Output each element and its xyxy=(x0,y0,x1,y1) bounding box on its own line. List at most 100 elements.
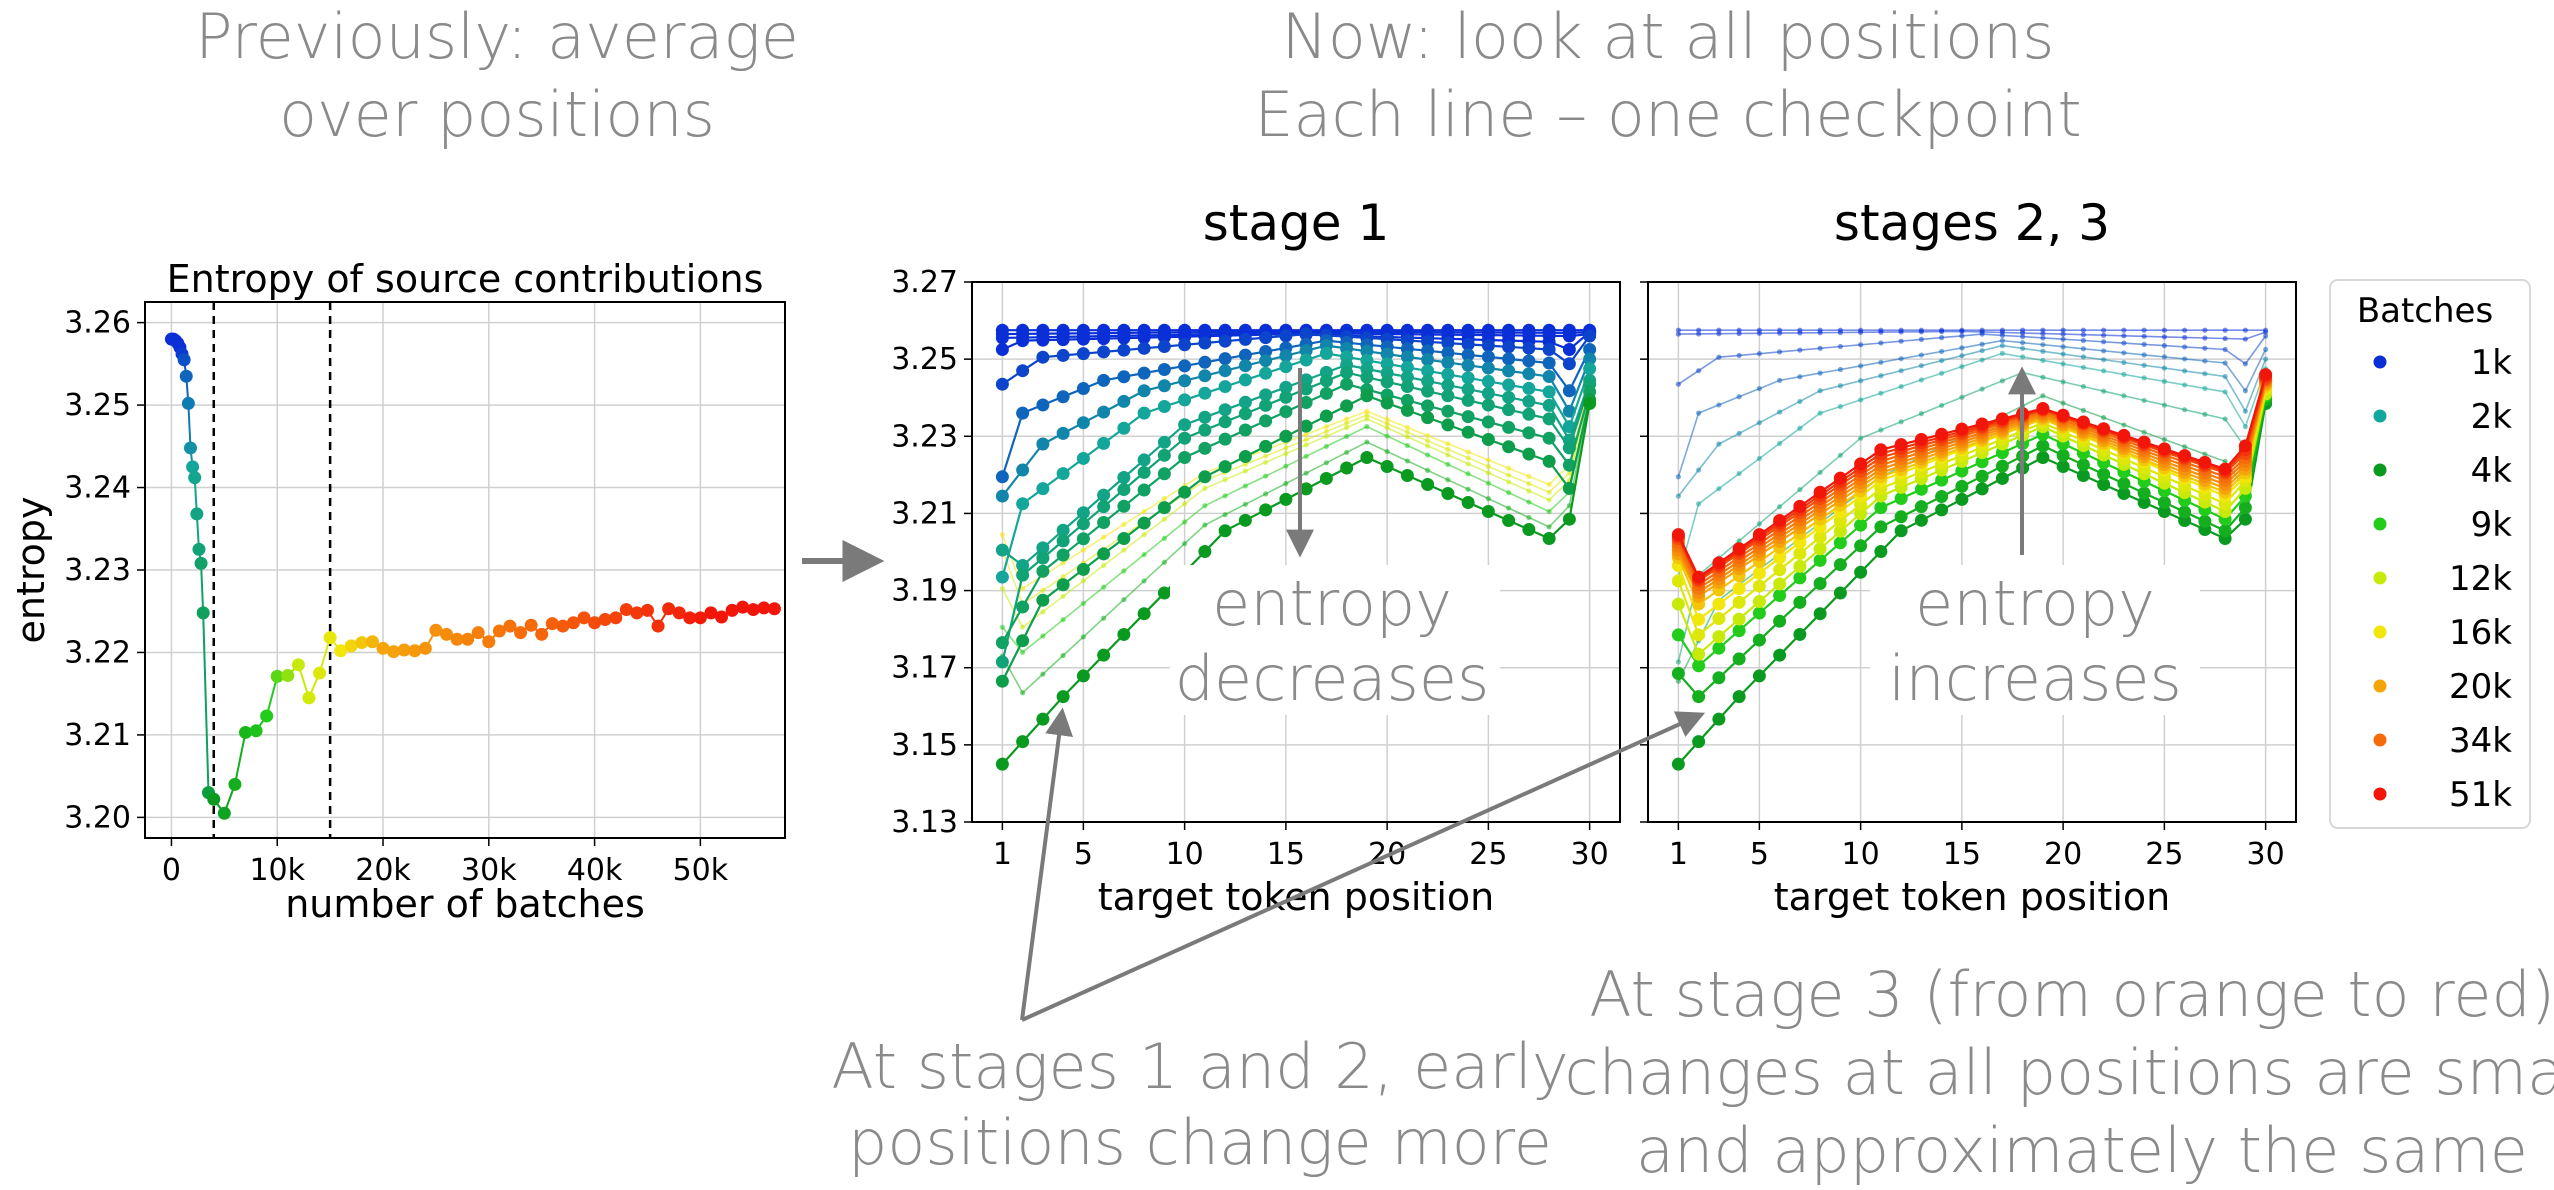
series-point xyxy=(1692,570,1706,584)
series-point xyxy=(1279,349,1293,363)
tick-label-y: 3.21 xyxy=(64,718,131,753)
series-point xyxy=(2097,478,2111,491)
series-point xyxy=(1137,406,1151,420)
x-axis-label: target token position xyxy=(1774,875,2170,919)
series-point xyxy=(1671,574,1685,588)
series-point xyxy=(1425,452,1431,458)
series-point xyxy=(1858,378,1864,384)
avg-point xyxy=(238,725,252,739)
series-point xyxy=(2182,382,2188,388)
series-point xyxy=(1299,353,1313,367)
series-point xyxy=(1117,421,1131,435)
series-point xyxy=(1481,386,1495,400)
series-point xyxy=(1465,449,1471,455)
series-point xyxy=(2060,361,2066,367)
series-point xyxy=(1583,343,1597,356)
series-point xyxy=(2157,505,2171,518)
series-point xyxy=(1939,358,1945,364)
series-point xyxy=(1939,402,1945,409)
series-point xyxy=(1542,398,1556,412)
series-point xyxy=(1732,690,1746,704)
series-line xyxy=(1001,391,1591,654)
series-point xyxy=(1020,690,1026,696)
series-point xyxy=(1076,562,1090,576)
tick-label-y: 3.25 xyxy=(891,342,958,377)
series-point xyxy=(1793,627,1807,641)
series-point xyxy=(1583,362,1597,376)
series-point xyxy=(1097,516,1111,530)
series-point xyxy=(1959,353,1965,359)
series-point xyxy=(2161,327,2167,333)
series-point xyxy=(2263,329,2269,335)
series-point xyxy=(1692,690,1706,704)
tick-label-x: 40k xyxy=(567,853,623,888)
series-point xyxy=(1344,449,1350,456)
series-point xyxy=(1036,712,1050,726)
series-point xyxy=(1522,394,1536,408)
series-point xyxy=(2263,346,2269,353)
series-point xyxy=(1959,345,1965,351)
series-point xyxy=(1441,378,1455,392)
series-point xyxy=(1732,652,1746,666)
series-point xyxy=(1360,344,1374,358)
series-point xyxy=(1016,463,1030,477)
series-point xyxy=(1137,384,1151,398)
series-point xyxy=(1481,339,1495,353)
series-point xyxy=(1773,648,1787,662)
series-point xyxy=(1918,377,1924,383)
series-point xyxy=(1421,364,1435,378)
series-point xyxy=(1400,403,1414,417)
series-point xyxy=(2101,357,2107,363)
avg-point xyxy=(725,603,739,617)
series-point xyxy=(999,532,1005,538)
series-point xyxy=(2060,379,2066,385)
series-point xyxy=(1955,464,1969,478)
series-point xyxy=(1696,467,1702,473)
series-point xyxy=(1485,457,1491,463)
avg-point xyxy=(376,641,390,655)
series-point xyxy=(1461,337,1475,351)
series-point xyxy=(1461,425,1475,439)
series-point xyxy=(1303,442,1309,448)
series-point xyxy=(1097,405,1111,419)
series-point xyxy=(1502,514,1516,527)
tick-label-x: 20 xyxy=(2044,837,2082,872)
series-point xyxy=(1671,628,1685,642)
series-point xyxy=(1898,329,1904,335)
series-point xyxy=(1364,439,1370,445)
series-point xyxy=(2242,408,2248,414)
series-point xyxy=(1975,417,1989,431)
series-point xyxy=(1918,411,1924,417)
series-point xyxy=(1198,470,1212,484)
series-point xyxy=(1076,532,1090,546)
legend-label: 20k xyxy=(2449,667,2512,707)
series-point xyxy=(1736,352,1742,359)
series-point xyxy=(1502,340,1516,354)
series-point xyxy=(1161,559,1167,565)
series-point xyxy=(2097,467,2111,481)
series-point xyxy=(2178,505,2192,519)
series-point xyxy=(1080,547,1086,553)
series-point xyxy=(995,331,1009,345)
series-point xyxy=(2080,364,2086,370)
legend-label: 12k xyxy=(2449,559,2512,599)
series-point xyxy=(2178,449,2192,463)
series-point xyxy=(1712,712,1726,726)
avg-point xyxy=(598,612,612,626)
avg-point xyxy=(217,806,231,820)
series-point xyxy=(1898,338,1904,344)
series-point xyxy=(1712,630,1726,644)
series-point xyxy=(1526,514,1532,521)
series-point xyxy=(1259,366,1273,380)
series-point xyxy=(2242,361,2248,367)
series-point xyxy=(1502,378,1516,392)
series-point xyxy=(2080,354,2086,360)
series-point xyxy=(1279,329,1293,343)
series-line xyxy=(1677,339,2267,478)
series-point xyxy=(1340,377,1354,391)
tick-label-y: 3.27 xyxy=(891,265,958,300)
series-line xyxy=(1678,330,2266,340)
series-point xyxy=(1959,364,1965,370)
series-point xyxy=(1097,648,1111,662)
